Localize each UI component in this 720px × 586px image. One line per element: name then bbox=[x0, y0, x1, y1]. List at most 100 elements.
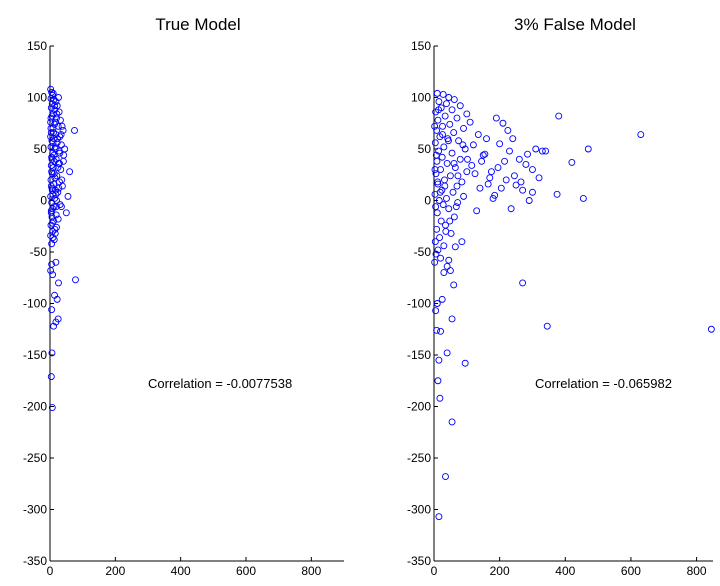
scatter-point bbox=[494, 164, 502, 171]
scatter-point bbox=[456, 102, 464, 110]
scatter-point bbox=[51, 230, 59, 237]
scatter-point bbox=[56, 201, 64, 209]
x-tick-label: 600 bbox=[236, 564, 256, 578]
scatter-point bbox=[509, 135, 517, 143]
scatter-point bbox=[478, 157, 486, 165]
scatter-point bbox=[47, 209, 55, 217]
chart-title: 3% False Model bbox=[514, 15, 636, 34]
scatter-point bbox=[49, 110, 57, 118]
scatter-point bbox=[435, 106, 443, 114]
scatter-point bbox=[512, 181, 520, 189]
scatter-point bbox=[55, 279, 62, 287]
scatter-point bbox=[58, 176, 66, 184]
scatter-point bbox=[443, 349, 451, 357]
scatter-point bbox=[56, 159, 63, 167]
y-tick-label: -100 bbox=[23, 297, 47, 311]
scatter-point bbox=[438, 295, 446, 303]
scatter-point bbox=[436, 234, 444, 242]
scatter-point bbox=[446, 120, 454, 128]
scatter-point bbox=[54, 135, 61, 143]
y-tick-label: -150 bbox=[407, 348, 431, 362]
x-tick-label: 200 bbox=[490, 564, 510, 578]
scatter-point bbox=[433, 300, 441, 307]
scatter-point bbox=[450, 213, 458, 221]
scatter-point bbox=[458, 238, 466, 246]
scatter-point bbox=[446, 217, 454, 225]
scatter-point bbox=[452, 203, 460, 211]
scatter-point bbox=[454, 199, 462, 207]
scatter-point bbox=[432, 250, 440, 258]
scatter-point bbox=[476, 184, 484, 192]
scatter-point bbox=[435, 356, 443, 364]
scatter-point bbox=[506, 147, 513, 155]
scatter-point bbox=[54, 215, 62, 223]
scatter-point bbox=[434, 178, 442, 186]
scatter-point bbox=[443, 159, 451, 167]
scatter-point bbox=[535, 174, 543, 182]
scatter-point bbox=[434, 116, 442, 124]
scatter-point bbox=[436, 394, 444, 402]
scatter-point bbox=[433, 127, 441, 134]
scatter-point bbox=[489, 194, 497, 202]
scatter-point bbox=[445, 256, 453, 264]
scatter-point bbox=[499, 119, 507, 127]
scatter-point bbox=[519, 279, 527, 287]
correlation-annotation: Correlation = -0.065982 bbox=[535, 376, 672, 391]
scatter-point bbox=[433, 89, 441, 97]
scatter-point bbox=[474, 131, 482, 139]
scatter-point bbox=[61, 145, 69, 153]
scatter-point bbox=[529, 166, 536, 174]
scatter-point bbox=[437, 254, 445, 262]
scatter-point bbox=[707, 325, 715, 333]
scatter-point bbox=[444, 137, 452, 145]
scatter-point bbox=[66, 168, 74, 176]
y-tick-label: -250 bbox=[23, 451, 47, 465]
scatter-point bbox=[445, 205, 453, 213]
scatter-point bbox=[481, 150, 489, 158]
scatter-point bbox=[468, 162, 476, 169]
y-tick-label: 0 bbox=[424, 194, 431, 208]
scatter-point bbox=[434, 377, 442, 385]
scatter-point bbox=[52, 318, 60, 326]
scatter-point bbox=[450, 159, 458, 167]
scatter-point bbox=[451, 243, 459, 251]
x-tick-label: 600 bbox=[621, 564, 641, 578]
scatter-point bbox=[432, 151, 440, 159]
scatter-point bbox=[441, 176, 448, 184]
correlation-annotation: Correlation = -0.0077538 bbox=[148, 376, 292, 391]
x-tick-label: 0 bbox=[431, 564, 438, 578]
scatter-point bbox=[448, 106, 456, 114]
scatter-point bbox=[504, 127, 512, 134]
scatter-point bbox=[431, 258, 439, 266]
scatter-point bbox=[51, 106, 59, 114]
scatter-point bbox=[438, 153, 446, 161]
scatter-point bbox=[55, 184, 63, 192]
scatter-point bbox=[48, 155, 56, 163]
y-tick-label: -50 bbox=[30, 245, 48, 259]
scatter-point bbox=[54, 164, 62, 171]
scatter-point bbox=[55, 108, 63, 116]
y-tick-label: -350 bbox=[407, 554, 431, 568]
scatter-point bbox=[440, 269, 448, 277]
scatter-point bbox=[529, 188, 536, 196]
x-tick-label: 800 bbox=[301, 564, 321, 578]
scatter-point bbox=[538, 147, 546, 155]
y-tick-label: -200 bbox=[23, 400, 47, 414]
scatter-point bbox=[56, 149, 64, 157]
scatter-point bbox=[496, 140, 504, 148]
scatter-point bbox=[47, 114, 55, 122]
x-tick-label: 0 bbox=[47, 564, 54, 578]
y-tick-label: -250 bbox=[407, 451, 431, 465]
scatter-point bbox=[49, 124, 57, 132]
scatter-point bbox=[442, 473, 449, 480]
scatter-point bbox=[461, 359, 469, 367]
scatter-point bbox=[443, 100, 450, 108]
scatter-point bbox=[50, 151, 58, 159]
scatter-point bbox=[461, 145, 469, 153]
scatter-point bbox=[584, 145, 592, 153]
scatter-point bbox=[441, 112, 449, 120]
scatter-point bbox=[437, 217, 445, 225]
scatter-point bbox=[432, 307, 440, 315]
scatter-point bbox=[48, 306, 56, 314]
